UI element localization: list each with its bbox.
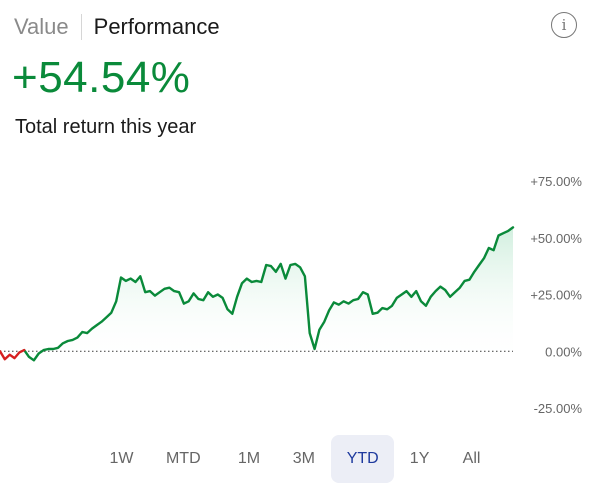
range-button-1m[interactable]: 1M: [237, 450, 261, 467]
return-line-positive: [23, 226, 515, 362]
return-line-negative: [0, 348, 26, 361]
time-range-selector: 1W MTD 1M 3M YTD 1Y All: [98, 435, 498, 483]
total-return-caption: Total return this year: [15, 116, 197, 138]
y-axis-ticks: +75.00% +50.00% +25.00% 0.00% -25.00%: [530, 174, 582, 416]
range-button-3m[interactable]: 3M: [292, 450, 315, 467]
performance-chart: +75.00% +50.00% +25.00% 0.00% -25.00%: [0, 174, 582, 416]
range-button-all[interactable]: All: [462, 450, 481, 467]
range-button-1y[interactable]: 1Y: [409, 450, 430, 467]
range-button-1w[interactable]: 1W: [109, 450, 134, 467]
range-button-mtd[interactable]: MTD: [165, 450, 201, 467]
y-tick-label: -25.00%: [534, 401, 583, 416]
range-button-ytd[interactable]: YTD: [331, 435, 395, 483]
y-tick-label: +75.00%: [530, 174, 582, 189]
y-tick-label: 0.00%: [545, 344, 582, 359]
total-return-value: +54.54%: [12, 53, 191, 102]
tab-performance[interactable]: Performance: [80, 14, 220, 40]
y-tick-label: +25.00%: [530, 288, 582, 303]
info-icon[interactable]: i: [551, 12, 577, 38]
view-tabs: Value Performance: [14, 12, 220, 42]
return-area-fill: [24, 227, 513, 361]
tab-value[interactable]: Value: [14, 14, 69, 39]
y-tick-label: +50.00%: [530, 231, 582, 246]
